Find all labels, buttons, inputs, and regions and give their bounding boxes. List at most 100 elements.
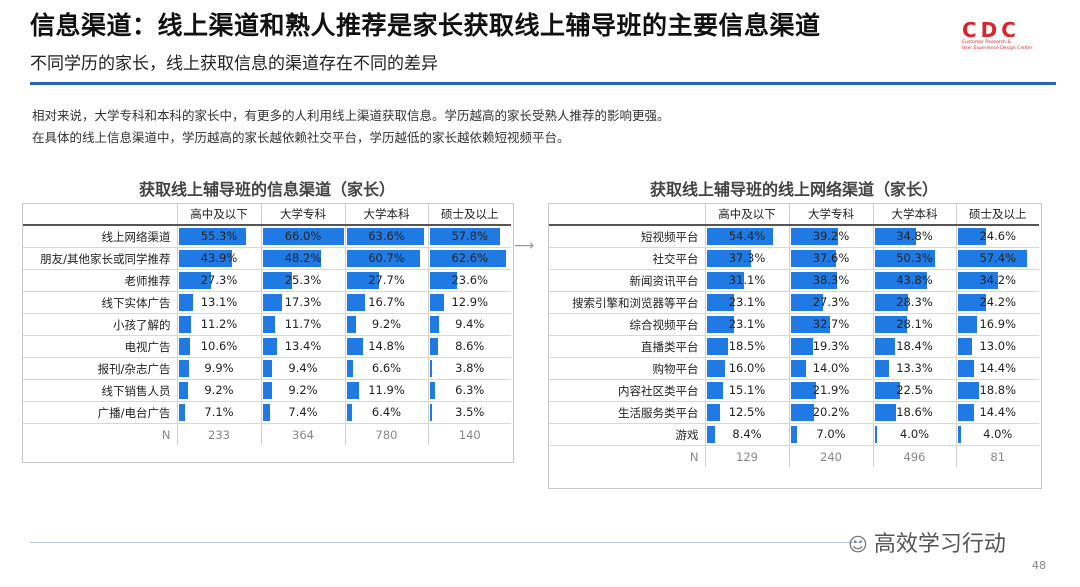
data-cell: 37.6% [788,247,873,270]
value-label: 17.3% [284,295,322,309]
data-cell: 62.6% [427,247,511,270]
page-subtitle: 不同学历的家长，线上获取信息的渠道存在不同的差异 [30,54,438,74]
value-label: 15.1% [728,383,766,397]
data-cell: 13.3% [872,357,956,380]
data-cell: 54.4% [704,225,789,248]
value-bar [957,294,986,311]
value-label: 11.7% [284,317,322,331]
row-label: 线上网络渠道 [23,225,177,248]
data-cell: 7.1% [176,401,261,424]
sample-size-value: 780 [344,423,428,445]
sample-size-value: 140 [427,423,511,445]
data-cell: 34.2% [955,269,1039,292]
description-line-1: 相对来说，大学专科和本科的家长中，有更多的人利用线上渠道获取信息。学历越高的家长… [32,108,670,123]
data-cell: 11.2% [176,313,261,336]
data-cell: 32.7% [788,313,873,336]
data-cell: 14.4% [955,357,1039,380]
data-cell: 48.2% [260,247,345,270]
row-label: 线下销售人员 [23,379,177,402]
value-bar [429,382,436,399]
value-label: 16.0% [728,361,766,375]
value-label: 14.0% [812,361,850,375]
value-label: 9.2% [288,383,318,397]
value-label: 21.9% [812,383,850,397]
table-row: 线下实体广告 13.1% 17.3% 16.7% 12.9% [23,291,511,314]
row-label: 报刊/杂志广告 [23,357,177,380]
data-cell: 8.4% [704,423,789,446]
value-label: 11.2% [200,317,238,331]
value-label: 13.4% [284,339,322,353]
value-bar [262,294,283,311]
column-header: 大学本科 [872,204,956,226]
column-header: 大学本科 [344,204,428,226]
row-label: 搜索引擎和浏览器等平台 [549,291,705,314]
data-cell: 23.1% [704,313,789,336]
value-bar [874,360,890,377]
value-bar [874,404,896,421]
value-label: 43.9% [200,251,238,265]
column-header: 硕士及以上 [955,204,1039,226]
table-row: 电视广告 10.6% 13.4% 14.8% 8.6% [23,335,511,358]
data-cell: 28.1% [872,313,956,336]
value-bar [790,382,817,399]
data-cell: 38.3% [788,269,873,292]
data-cell: 14.0% [788,357,873,380]
value-label: 14.8% [368,339,405,353]
value-bar [429,250,506,267]
row-label: 游戏 [549,423,705,446]
value-bar [790,294,823,311]
value-label: 3.8% [455,361,485,375]
data-cell: 9.9% [176,357,261,380]
data-cell: 13.0% [955,335,1039,358]
value-bar [706,316,734,333]
value-label: 14.4% [979,405,1017,419]
value-bar [874,272,927,289]
value-label: 8.6% [455,339,485,353]
value-label: 57.8% [451,229,489,243]
value-label: 13.0% [979,339,1017,353]
value-label: 7.0% [816,427,846,441]
value-label: 3.5% [455,405,485,419]
row-label: 社交平台 [549,247,705,270]
value-bar [178,250,232,267]
left-table: 高中及以下 大学专科 大学本科 硕士及以上 线上网络渠道 55.3% 66.0% 63.6%… [23,204,511,445]
data-cell: 12.9% [427,291,511,314]
row-label: 购物平台 [549,357,705,380]
row-label: 线下实体广告 [23,291,177,314]
value-bar [262,404,270,421]
value-bar [957,228,987,245]
data-cell: 9.4% [427,313,511,336]
value-label: 27.7% [368,273,405,287]
value-bar [957,426,961,443]
data-cell: 15.1% [704,379,789,402]
data-cell: 20.2% [788,401,873,424]
row-label: 小孩了解的 [23,313,177,336]
value-label: 50.3% [896,251,933,265]
value-label: 12.5% [728,405,766,419]
data-cell: 23.1% [704,291,789,314]
value-label: 6.3% [455,383,485,397]
watermark-text: 高效学习行动 [873,532,1006,557]
value-label: 18.4% [896,339,933,353]
value-bar [790,228,838,245]
value-bar [346,250,420,267]
value-bar [874,250,935,267]
value-label: 37.3% [728,251,766,265]
table-row: 直播类平台 18.5% 19.3% 18.4% 13.0% [549,335,1039,358]
table-row: 朋友/其他家长或同学推荐 43.9% 48.2% 60.7% 62.6% [23,247,511,270]
data-cell: 7.4% [260,401,345,424]
value-bar [262,382,273,399]
value-bar [957,316,977,333]
value-bar [790,360,807,377]
value-label: 39.2% [812,229,850,243]
data-cell: 3.5% [427,401,511,424]
value-bar [262,338,278,355]
value-label: 55.3% [200,229,238,243]
value-bar [429,316,440,333]
value-bar [874,316,908,333]
sample-size-value: 240 [788,445,873,467]
sample-size-row: N 129 240 496 81 [549,445,1039,467]
value-label: 13.3% [896,361,933,375]
data-cell: 11.9% [344,379,428,402]
value-bar [706,426,716,443]
